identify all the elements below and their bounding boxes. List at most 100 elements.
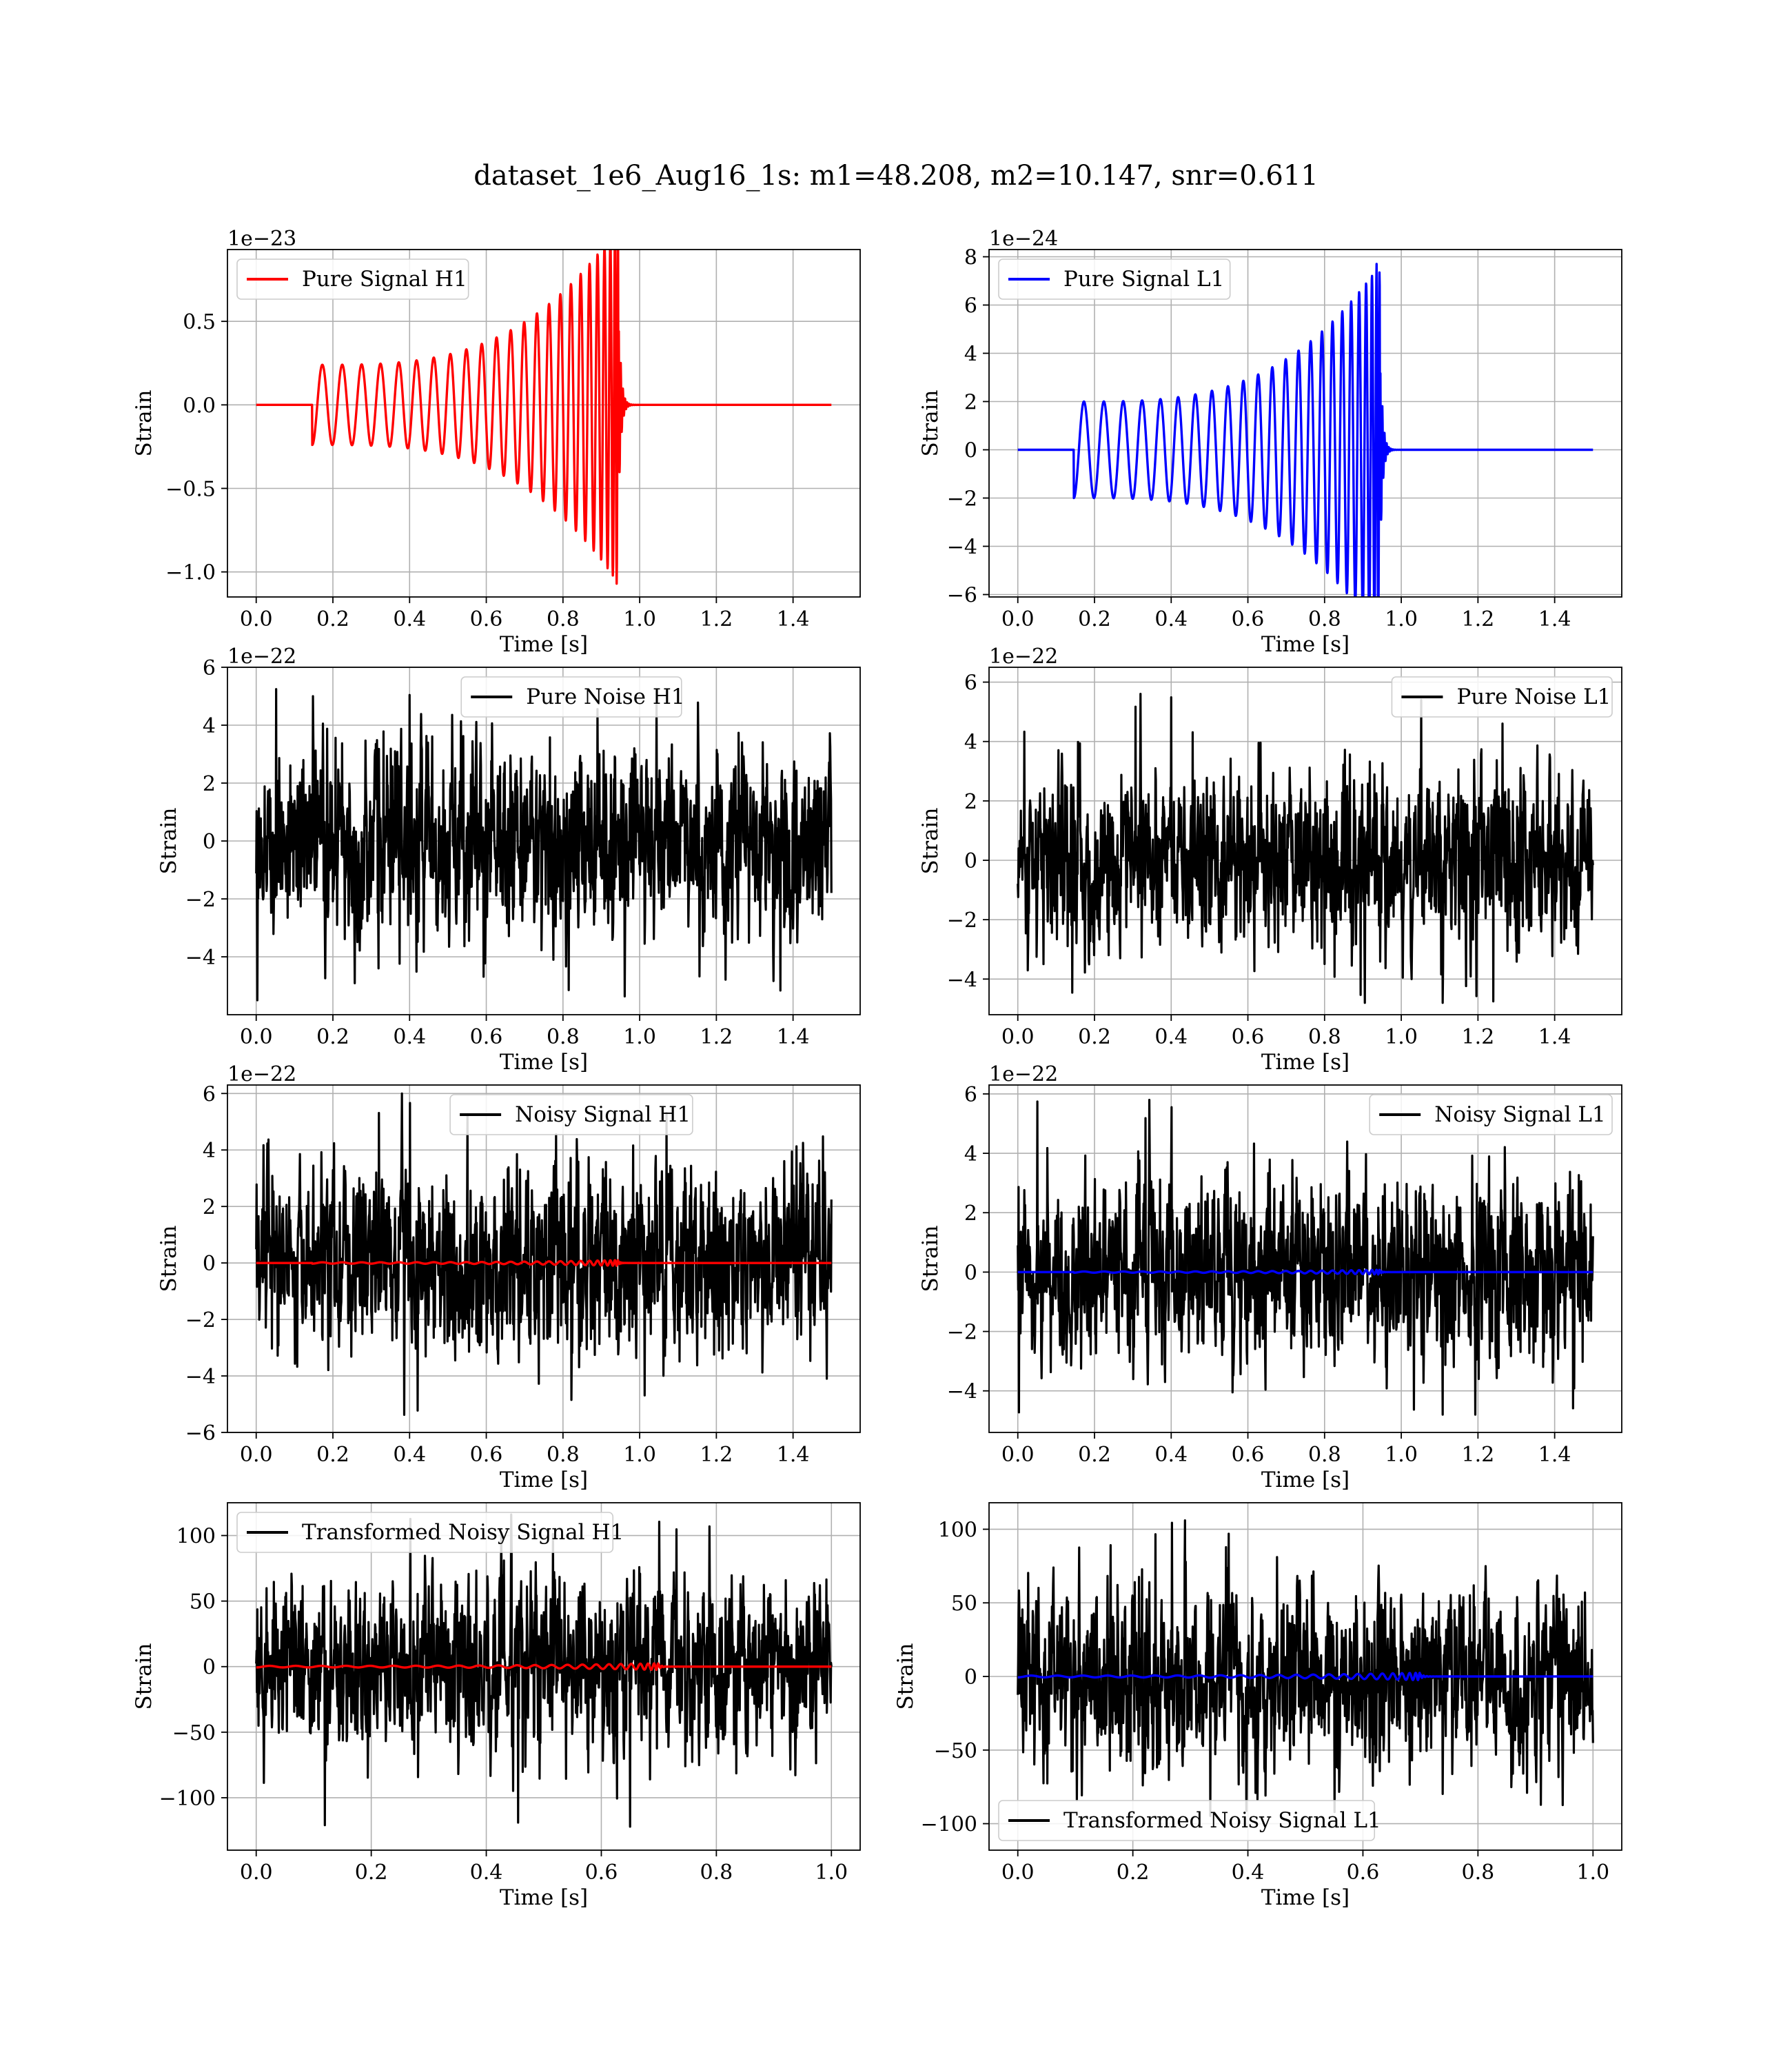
legend-label: Pure Signal H1 <box>302 267 467 292</box>
x-tick-label: 1.4 <box>777 607 810 631</box>
series-line-1 <box>1017 263 1594 597</box>
x-tick-label: 1.0 <box>623 1443 656 1467</box>
offset-text: 1e−24 <box>989 227 1058 251</box>
offset-text: 1e−23 <box>227 227 296 251</box>
x-tick-label: 0.8 <box>1462 1861 1495 1885</box>
x-axis-label: Time [s] <box>1261 1885 1350 1910</box>
y-tick-label: 6 <box>964 671 977 696</box>
x-tick-label: 0.2 <box>316 1025 349 1049</box>
x-axis-label: Time [s] <box>500 1468 588 1492</box>
y-axis-label: Strain <box>918 1226 943 1292</box>
legend: Pure Signal L1 <box>998 258 1231 300</box>
series-line-2 <box>1017 1268 1594 1276</box>
x-tick-label: 0.0 <box>240 607 273 631</box>
x-tick-label: 0.0 <box>1001 607 1035 631</box>
x-tick-label: 0.4 <box>1154 1025 1188 1049</box>
legend: Noisy Signal L1 <box>1369 1094 1613 1135</box>
series-line-1 <box>255 1513 833 1828</box>
x-axis-label: Time [s] <box>500 1050 588 1075</box>
x-tick-label: 0.4 <box>1154 607 1188 631</box>
x-tick-label: 0.2 <box>355 1861 388 1885</box>
x-tick-label: 1.4 <box>777 1025 810 1049</box>
y-tick-label: −4 <box>185 946 216 970</box>
y-tick-label: 0 <box>964 1665 977 1690</box>
x-tick-label: 0.8 <box>547 1443 580 1467</box>
y-tick-label: 0 <box>964 439 977 463</box>
x-tick-label: 1.0 <box>623 607 656 631</box>
legend: Pure Noise L1 <box>1391 676 1613 718</box>
x-tick-label: 0.0 <box>1001 1025 1035 1049</box>
y-tick-label: −100 <box>159 1787 216 1811</box>
y-tick-label: 6 <box>964 1083 977 1107</box>
series-line-1 <box>255 1092 833 1416</box>
x-tick-label: 0.4 <box>1232 1861 1265 1885</box>
offset-text: 1e−22 <box>989 1062 1058 1086</box>
x-tick-label: 0.0 <box>240 1861 273 1885</box>
x-tick-label: 0.2 <box>316 607 349 631</box>
y-tick-label: 4 <box>964 343 977 367</box>
y-tick-label: 4 <box>203 714 216 738</box>
y-tick-label: 0 <box>964 849 977 873</box>
axes-frame <box>988 667 1622 1015</box>
y-tick-label: 2 <box>203 772 216 796</box>
x-tick-label: 0.8 <box>1308 607 1341 631</box>
x-tick-label: 0.8 <box>1308 1443 1341 1467</box>
x-tick-label: 1.0 <box>1385 1025 1418 1049</box>
y-axis-label: Strain <box>918 390 943 457</box>
x-tick-label: 1.2 <box>1462 1025 1495 1049</box>
legend-label: Pure Noise L1 <box>1456 685 1611 709</box>
legend-box <box>1391 676 1613 718</box>
y-tick-label: −50 <box>934 1739 977 1763</box>
legend-box <box>1369 1094 1613 1135</box>
legend-label: Pure Noise H1 <box>526 685 684 709</box>
figure-title: dataset_1e6_Aug16_1s: m1=48.208, m2=10.1… <box>474 160 1318 192</box>
legend: Transformed Noisy Signal H1 <box>236 1512 624 1553</box>
series-line-1 <box>1017 1519 1594 1817</box>
x-tick-label: 0.4 <box>393 1443 426 1467</box>
legend-box <box>236 258 469 300</box>
x-tick-label: 1.0 <box>1385 607 1418 631</box>
axes-frame <box>227 249 861 598</box>
x-tick-label: 0.8 <box>547 607 580 631</box>
x-tick-label: 1.0 <box>815 1861 848 1885</box>
y-axis-label: Strain <box>132 1643 156 1710</box>
x-axis-label: Time [s] <box>1261 1468 1350 1492</box>
legend-label: Transformed Noisy Signal L1 <box>1063 1808 1381 1833</box>
x-tick-label: 1.2 <box>700 1025 733 1049</box>
offset-text: 1e−22 <box>227 1062 296 1086</box>
y-tick-label: 0 <box>203 830 216 854</box>
x-tick-label: 1.0 <box>1576 1861 1609 1885</box>
x-tick-label: 0.6 <box>470 607 503 631</box>
x-tick-label: 0.6 <box>1232 1443 1265 1467</box>
x-tick-label: 0.0 <box>240 1443 273 1467</box>
x-tick-label: 0.2 <box>1078 1025 1111 1049</box>
x-tick-label: 0.0 <box>1001 1443 1035 1467</box>
x-tick-label: 0.4 <box>393 1025 426 1049</box>
y-tick-label: −2 <box>947 1321 977 1345</box>
axes-frame <box>227 1502 861 1851</box>
y-tick-label: 6 <box>203 1082 216 1106</box>
panel-3: 0.0 0.2 0.4 0.6 0.8 1.0 1.2 1.4 −4 −2 0 2 4 6 1e−22 Tim… <box>156 645 861 1075</box>
y-tick-label: 6 <box>203 656 216 680</box>
y-axis-label: Strain <box>156 808 181 875</box>
x-tick-label: 0.6 <box>1347 1861 1380 1885</box>
x-axis-label: Time [s] <box>500 1885 588 1910</box>
x-axis-label: Time [s] <box>500 632 588 657</box>
panel-8: 0.0 0.2 0.4 0.6 0.8 1.0 −100 −50 0 50 100 Time [s] S… <box>893 1502 1622 1910</box>
legend-label: Pure Signal L1 <box>1063 267 1224 292</box>
y-tick-label: 2 <box>964 391 977 415</box>
y-tick-label: −50 <box>172 1721 216 1745</box>
y-tick-label: 50 <box>190 1590 216 1614</box>
x-axis-label: Time [s] <box>1261 632 1350 657</box>
x-tick-label: 0.4 <box>1154 1443 1188 1467</box>
y-tick-label: −1.0 <box>165 561 216 585</box>
y-tick-label: −4 <box>947 968 977 992</box>
panel-4: 0.0 0.2 0.4 0.6 0.8 1.0 1.2 1.4 −4 −2 0 2 4 6 1e−22 Tim… <box>918 645 1622 1075</box>
y-axis-label: Strain <box>156 1226 181 1292</box>
y-tick-label: 0.0 <box>183 394 216 418</box>
legend-label: Transformed Noisy Signal H1 <box>302 1520 624 1545</box>
y-tick-label: 0 <box>203 1252 216 1276</box>
x-tick-label: 1.2 <box>700 1443 733 1467</box>
x-tick-label: 0.4 <box>470 1861 503 1885</box>
y-tick-label: −100 <box>921 1813 977 1837</box>
